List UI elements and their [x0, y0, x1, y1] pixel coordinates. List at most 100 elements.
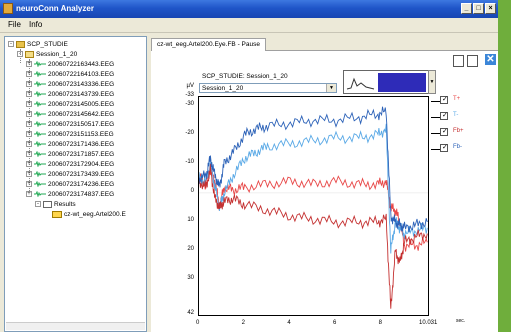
plot-area[interactable]: [198, 96, 429, 316]
eeg-wave-icon: [34, 191, 46, 198]
tree-file-label: 20060723143739.EEG: [48, 91, 115, 98]
tree-file-label: 20060722164103.EEG: [48, 71, 115, 78]
tree-file-label: 20060722163443.EEG: [48, 61, 115, 68]
legend-checkbox[interactable]: ✓: [440, 96, 448, 104]
tree-file-item[interactable]: +20060723171857.EEG: [26, 150, 114, 160]
expand-icon[interactable]: +: [26, 171, 32, 178]
tree-file-item[interactable]: +20060723150517.EEG: [26, 120, 114, 130]
tree-file-item[interactable]: +20060723151153.EEG: [26, 130, 114, 140]
eeg-chart: [199, 106, 428, 309]
eeg-wave-icon: [34, 121, 46, 128]
eeg-wave-icon: [34, 101, 46, 108]
print-preview-icon[interactable]: [467, 55, 478, 67]
x-tick-label: 0: [196, 320, 200, 326]
tree-file-label: 20060723143336.EEG: [48, 81, 115, 88]
expand-icon[interactable]: +: [26, 161, 32, 168]
menu-file[interactable]: File: [8, 20, 21, 29]
legend-line: [431, 117, 440, 118]
checkmark-icon: ✓: [442, 144, 448, 151]
tree-file-label: 20060723150517.EEG: [48, 121, 115, 128]
eeg-wave-icon: [34, 111, 46, 118]
expand-icon[interactable]: +: [26, 131, 32, 138]
collapse-icon[interactable]: -: [8, 41, 14, 48]
maximize-button[interactable]: □: [473, 3, 484, 14]
plot-style-selector[interactable]: [343, 70, 429, 94]
menu-info[interactable]: Info: [29, 20, 43, 29]
x-unit-label: sec.: [456, 318, 466, 324]
result-file-icon: [52, 210, 62, 218]
plot-title: SCP_STUDIE: Session_1_20: [202, 73, 288, 80]
tree-file-item[interactable]: +20060723145642.EEG: [26, 110, 114, 120]
tree-result-file-label: cz-wt_eeg.Artel200.E: [64, 211, 126, 218]
minimize-button[interactable]: _: [461, 3, 472, 14]
expand-icon[interactable]: +: [26, 81, 32, 88]
tree-root-label: SCP_STUDIE: [27, 41, 68, 48]
expand-icon[interactable]: +: [26, 151, 32, 158]
y-tick-label: -33: [185, 92, 194, 98]
legend-checkbox[interactable]: ✓: [440, 128, 448, 136]
expand-icon[interactable]: +: [26, 121, 32, 128]
chevron-down-icon[interactable]: ▼: [326, 84, 336, 92]
eeg-wave-icon: [34, 181, 46, 188]
tree-file-item[interactable]: +20060722163443.EEG: [26, 60, 114, 70]
eeg-wave-icon: [34, 161, 46, 168]
tree-file-item[interactable]: +20060723173439.EEG: [26, 170, 114, 180]
legend-checkbox[interactable]: ✓: [440, 112, 448, 120]
tree-file-item[interactable]: +20060722164103.EEG: [26, 70, 114, 80]
legend-line: [431, 133, 440, 134]
eeg-wave-icon: [34, 141, 46, 148]
expand-icon[interactable]: +: [26, 91, 32, 98]
y-tick-label: 0: [190, 187, 194, 194]
tree-horizontal-scrollbar[interactable]: [6, 322, 145, 330]
session-select[interactable]: Session_1_20 ▼: [199, 83, 337, 93]
x-tick-label: 6: [332, 320, 337, 326]
expand-icon[interactable]: +: [26, 111, 32, 118]
folder-icon: [16, 40, 25, 48]
tree-file-label: 20060723171857.EEG: [48, 151, 115, 158]
tree-session[interactable]: - Session_1_20: [17, 50, 77, 60]
plot-style-selected: [378, 73, 426, 92]
close-button[interactable]: ×: [485, 3, 496, 14]
tree-file-item[interactable]: +20060723171436.EEG: [26, 140, 114, 150]
series-line-Fb+: [199, 163, 428, 309]
tree-root[interactable]: - SCP_STUDIE: [8, 40, 68, 50]
tree-results-label: Results: [54, 201, 76, 208]
chevron-down-icon[interactable]: ▼: [428, 70, 436, 94]
tree-results[interactable]: - Results: [35, 200, 76, 210]
x-tick-label: 8: [378, 320, 382, 326]
collapse-icon[interactable]: -: [17, 51, 23, 58]
expand-icon[interactable]: +: [26, 141, 32, 148]
tree-result-file[interactable]: cz-wt_eeg.Artel200.E: [52, 210, 126, 220]
eeg-wave-icon: [34, 71, 46, 78]
expand-icon[interactable]: +: [26, 191, 32, 198]
legend-label: Fb+: [453, 128, 464, 134]
tree-file-label: 20060723145005.EEG: [48, 101, 115, 108]
expand-icon[interactable]: +: [26, 61, 32, 68]
close-plot-icon[interactable]: ✕: [485, 54, 496, 65]
y-tick-label: 20: [187, 246, 194, 253]
eeg-wave-icon: [34, 91, 46, 98]
tree-file-item[interactable]: +20060723143336.EEG: [26, 80, 114, 90]
results-folder-icon: [43, 200, 52, 208]
checkmark-icon: ✓: [442, 128, 448, 135]
tab-result[interactable]: cz-wt_eeg.Artel200.Eye.FB - Pause: [151, 38, 266, 51]
legend-label: Fb-: [453, 144, 462, 150]
tree-file-label: 20060723174837.EEG: [48, 191, 115, 198]
expand-icon[interactable]: +: [26, 71, 32, 78]
tree-file-item[interactable]: +20060723143739.EEG: [26, 90, 114, 100]
tree-file-item[interactable]: +20060723174837.EEG: [26, 190, 114, 200]
tree-file-item[interactable]: +20060723172904.EEG: [26, 160, 114, 170]
eeg-wave-icon: [34, 131, 46, 138]
print-icon[interactable]: [453, 55, 464, 67]
session-tree[interactable]: - SCP_STUDIE - Session_1_20 +2006072216344…: [4, 36, 147, 332]
tree-file-item[interactable]: +20060723145005.EEG: [26, 100, 114, 110]
collapse-icon[interactable]: -: [35, 201, 41, 208]
eeg-wave-icon: [34, 171, 46, 178]
expand-icon[interactable]: +: [26, 181, 32, 188]
legend-label: T+: [453, 96, 461, 102]
legend-checkbox[interactable]: ✓: [440, 144, 448, 152]
expand-icon[interactable]: +: [26, 101, 32, 108]
y-tick-label: -20: [185, 129, 194, 136]
tree-file-item[interactable]: +20060723174236.EEG: [26, 180, 114, 190]
y-tick-label: 10: [187, 216, 194, 223]
